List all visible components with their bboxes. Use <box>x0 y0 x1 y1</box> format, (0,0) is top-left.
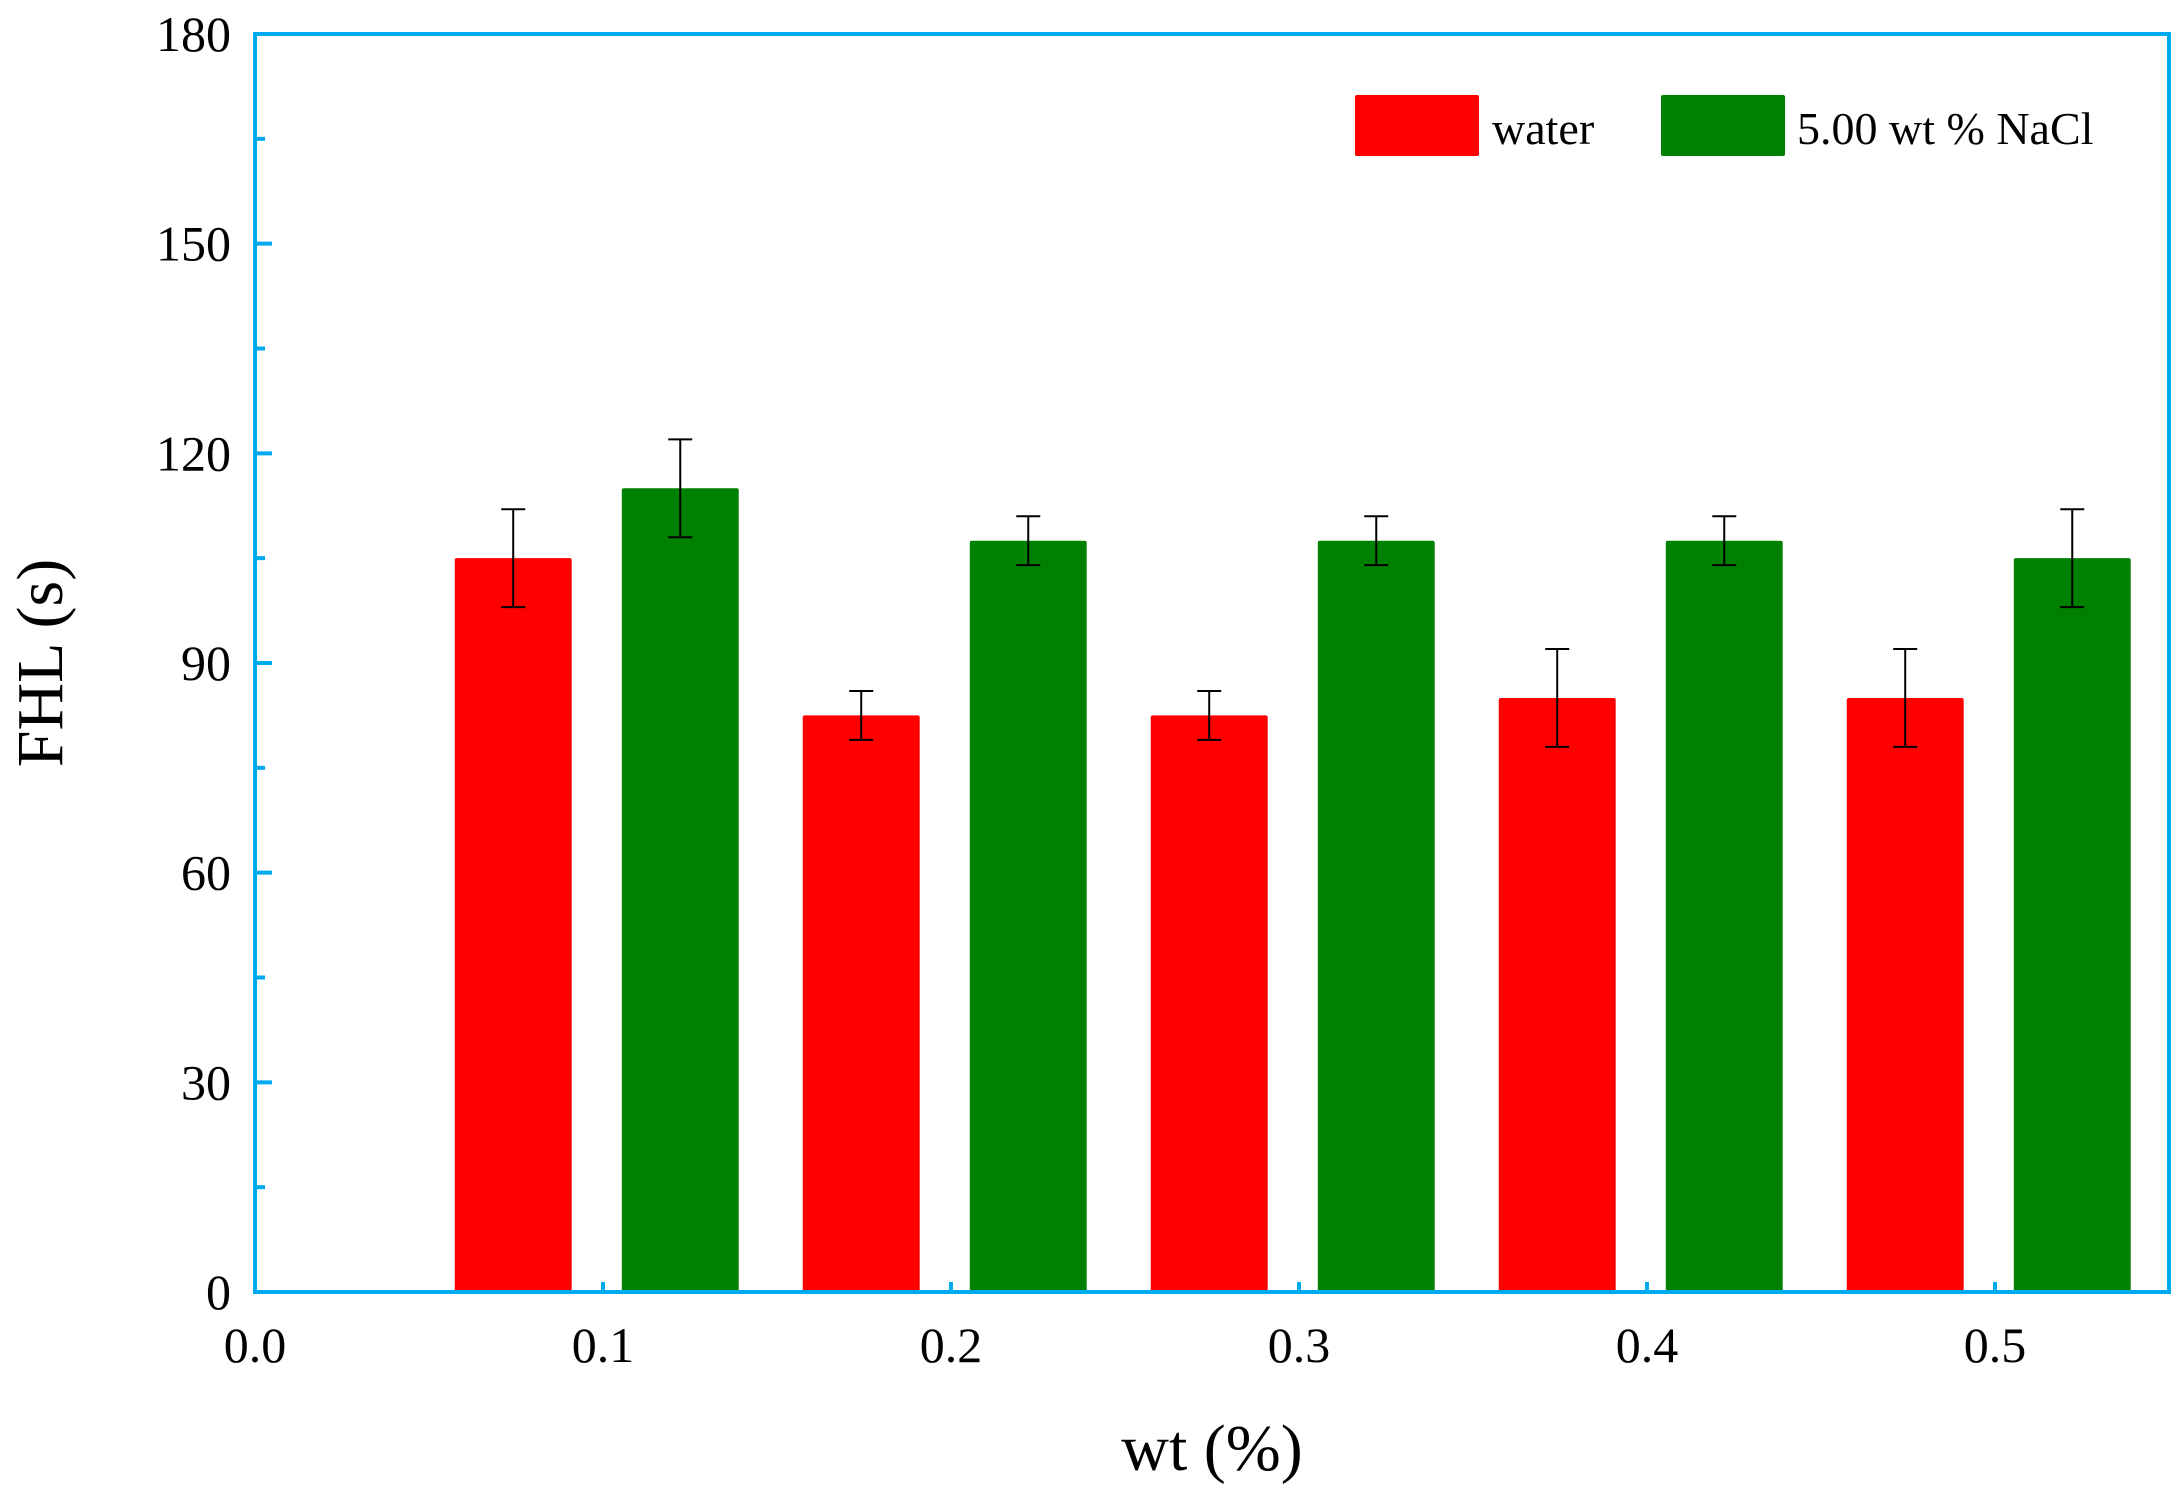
x-tick-label: 0.2 <box>920 1317 983 1373</box>
legend-label-water: water <box>1492 103 1594 154</box>
error-bars-layer <box>501 438 2085 748</box>
error-bar-nacl-0.5 <box>2060 508 2085 609</box>
y-tick-label: 30 <box>181 1054 231 1110</box>
y-axis-title: FHL (s) <box>4 559 77 767</box>
error-bar-water-0.1 <box>501 508 526 609</box>
bar-water-0.5 <box>1846 697 1964 1292</box>
bar-nacl-0.4 <box>1665 540 1783 1292</box>
error-bar-water-0.4 <box>1545 648 1570 748</box>
y-tick-label: 120 <box>156 425 231 481</box>
x-tick-label: 0.0 <box>224 1317 287 1373</box>
error-bar-nacl-0.3 <box>1364 515 1389 567</box>
y-tick-label: 60 <box>181 845 231 901</box>
x-tick-label: 0.5 <box>1964 1317 2027 1373</box>
legend-swatch-nacl <box>1661 95 1785 156</box>
x-tick-label: 0.4 <box>1616 1317 1679 1373</box>
error-bar-water-0.5 <box>1893 648 1918 748</box>
x-axis-title: wt (%) <box>1121 1412 1302 1485</box>
tick-labels-layer: 0 30 60 90 120 150 180 0.0 0.1 0.2 0.3 0.4 0.5 <box>156 6 2026 1373</box>
error-bar-water-0.3 <box>1197 689 1222 741</box>
bar-water-0.3 <box>1150 715 1268 1292</box>
bar-nacl-0.2 <box>969 540 1087 1292</box>
error-bar-water-0.2 <box>849 689 874 741</box>
bar-water-0.4 <box>1498 697 1616 1292</box>
bar-nacl-0.1 <box>621 488 739 1292</box>
bar-water-0.1 <box>454 558 572 1292</box>
error-bar-nacl-0.1 <box>668 438 693 539</box>
y-tick-label: 90 <box>181 635 231 691</box>
x-tick-label: 0.1 <box>572 1317 635 1373</box>
bar-nacl-0.3 <box>1317 540 1435 1292</box>
error-bar-nacl-0.2 <box>1016 515 1041 567</box>
bar-nacl-0.5 <box>2013 558 2131 1292</box>
x-tick-label: 0.3 <box>1268 1317 1331 1373</box>
legend-swatch-water <box>1355 95 1479 156</box>
legend-label-nacl: 5.00 wt % NaCl <box>1797 103 2093 154</box>
plot-frame <box>253 32 2171 1294</box>
y-tick-label: 150 <box>156 216 231 272</box>
legend: water 5.00 wt % NaCl <box>1355 95 2093 156</box>
bar-water-0.2 <box>802 715 920 1292</box>
error-bar-nacl-0.4 <box>1712 515 1737 567</box>
y-tick-label: 0 <box>206 1264 231 1320</box>
bars-layer <box>454 488 2131 1292</box>
y-tick-label: 180 <box>156 6 231 62</box>
